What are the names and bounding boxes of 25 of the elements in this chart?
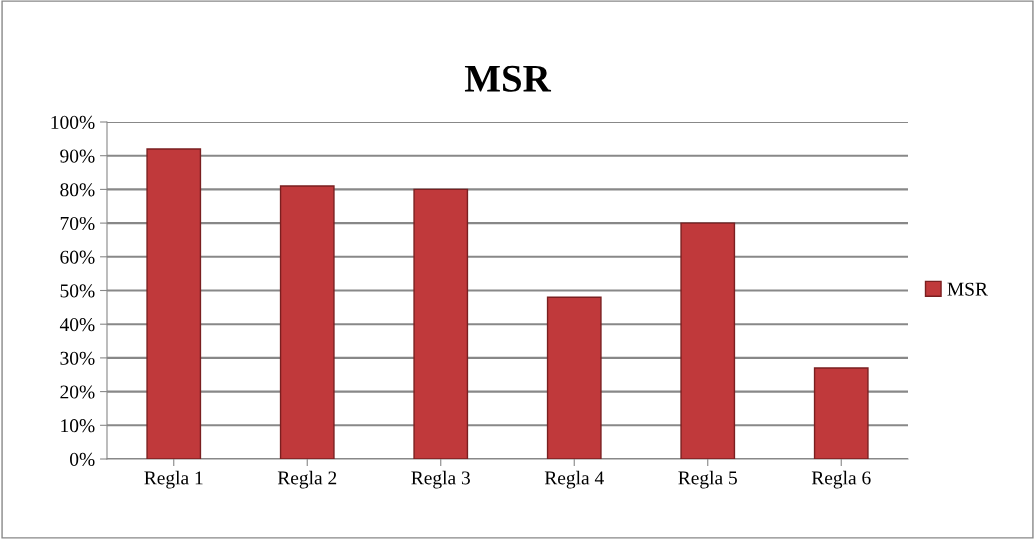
x-tick-label: Regla 3 xyxy=(411,470,470,489)
y-tick-label: 80% xyxy=(60,183,95,197)
y-tick-label: 30% xyxy=(60,351,95,365)
legend-label: MSR xyxy=(947,282,988,296)
bar xyxy=(813,367,869,459)
y-tick-label: 90% xyxy=(60,149,95,163)
x-tick-label: Regla 4 xyxy=(544,470,604,489)
x-tick-label: Regla 6 xyxy=(811,470,871,489)
x-tick-label: Regla 1 xyxy=(144,470,203,489)
bar xyxy=(413,188,469,459)
x-tick-label: Regla 5 xyxy=(678,470,737,489)
bar xyxy=(146,148,202,459)
y-tick-label: 50% xyxy=(60,284,95,298)
y-tick-label: 40% xyxy=(59,318,95,332)
y-tick-label: 20% xyxy=(60,385,95,399)
bar xyxy=(546,296,602,459)
y-tick-label: 0% xyxy=(70,452,95,466)
x-tick-label: Regla 2 xyxy=(277,470,337,489)
y-tick-label: 70% xyxy=(60,216,95,231)
y-tick-label: 60% xyxy=(60,250,95,264)
chart-title: MSR xyxy=(464,65,552,92)
bar xyxy=(279,185,335,459)
bar xyxy=(680,222,736,459)
y-tick-label: 10% xyxy=(61,419,95,433)
y-tick-label: 100% xyxy=(51,115,95,129)
